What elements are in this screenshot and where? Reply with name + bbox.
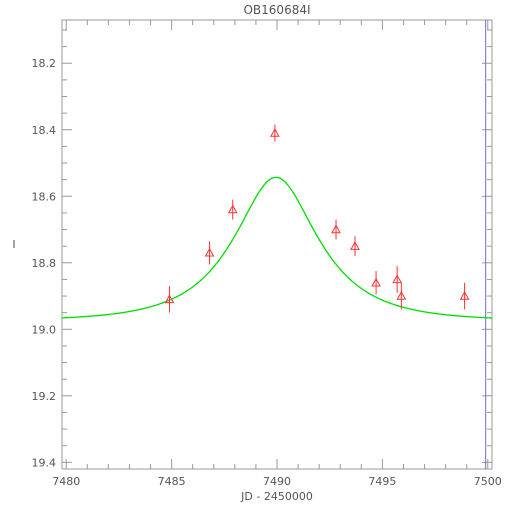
- x-tick-label: 7500: [474, 475, 502, 488]
- triangle-marker: [371, 277, 381, 287]
- y-tick-label: 18.8: [32, 257, 57, 270]
- y-tick-label: 19.2: [32, 390, 57, 403]
- y-axis-label: I: [12, 238, 15, 251]
- x-tick-label: 7490: [263, 475, 291, 488]
- data-point: [164, 286, 175, 313]
- x-tick-label: 7485: [158, 475, 186, 488]
- triangle-marker: [164, 294, 175, 304]
- data-point: [392, 266, 402, 293]
- triangle-marker: [331, 224, 341, 234]
- chart-title: OB160684I: [243, 3, 310, 17]
- triangle-marker: [392, 274, 402, 284]
- data-point: [371, 271, 381, 295]
- triangle-marker: [204, 247, 215, 257]
- axes: 7480 7485 7490 7495 7500 18.2 18.4 18.6 18.8 19.0…: [32, 20, 502, 488]
- data-point: [350, 236, 360, 257]
- y-tick-label: 19.4: [32, 456, 57, 469]
- triangle-marker: [270, 128, 280, 137]
- y-tick-label: 18.4: [32, 124, 57, 137]
- data-point: [396, 282, 407, 310]
- y-tick-label: 18.6: [32, 190, 57, 203]
- triangle-marker: [459, 291, 470, 300]
- triangle-marker: [227, 204, 238, 214]
- data-point: [270, 124, 280, 142]
- y-tick-label: 19.0: [32, 323, 57, 336]
- triangle-marker: [350, 241, 360, 250]
- plot-frame: [61, 19, 493, 470]
- triangle-marker: [396, 291, 407, 300]
- model-curve: [61, 176, 493, 319]
- x-tick-label: 7495: [368, 475, 396, 488]
- data-point: [227, 199, 238, 220]
- model-curve-layer: [61, 176, 493, 319]
- y-tick-label: 18.2: [32, 57, 57, 70]
- data-point: [459, 282, 470, 310]
- data-point: [331, 219, 341, 240]
- x-tick-label: 7480: [52, 475, 80, 488]
- data-points-layer: [164, 124, 470, 313]
- data-point: [204, 241, 215, 265]
- x-axis-label: JD - 2450000: [240, 490, 313, 503]
